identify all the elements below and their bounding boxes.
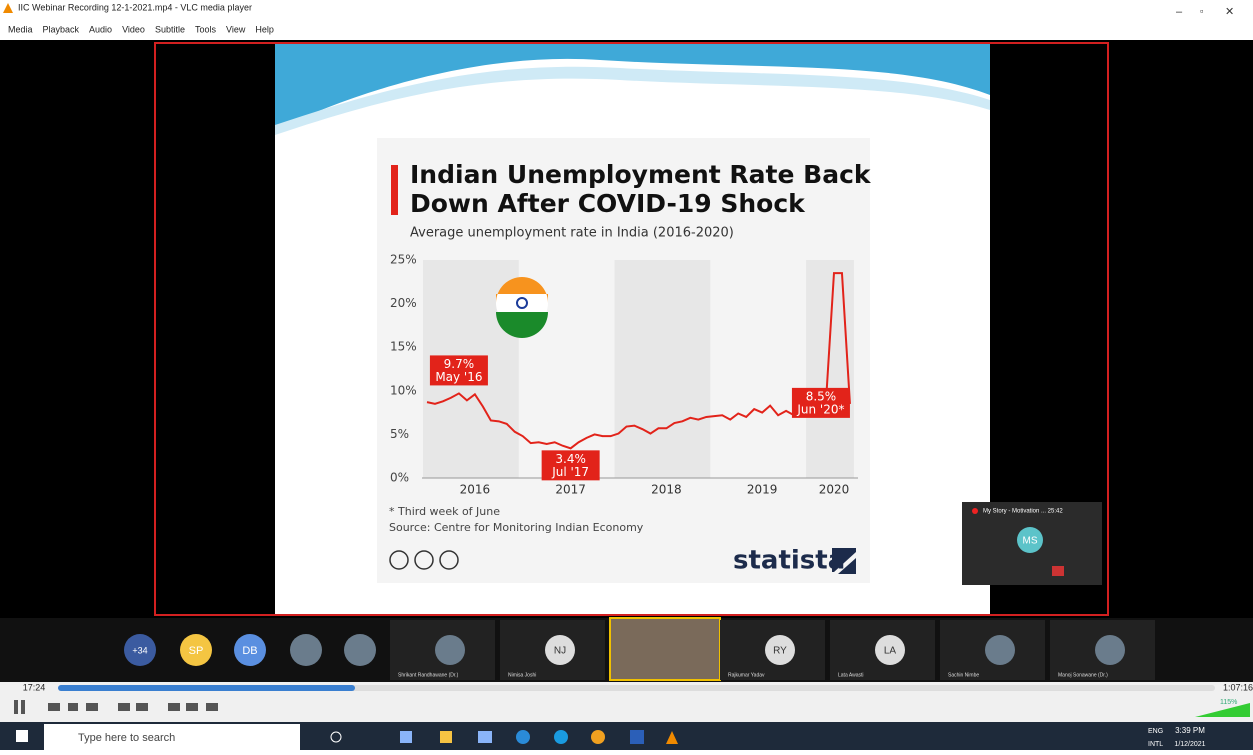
value-label: 8.5%: [806, 389, 837, 403]
svg-text:▫: ▫: [1200, 7, 1204, 18]
initials: NJ: [554, 646, 566, 657]
x-tick-label: 2020: [819, 483, 850, 497]
participant-name: Lata Awasti: [838, 672, 863, 678]
value-label: 9.7%: [444, 357, 475, 371]
initials: RY: [773, 646, 787, 657]
callout: [541, 450, 600, 481]
brand: statista: [733, 546, 845, 576]
avatar: [765, 635, 795, 665]
svg-text:✕: ✕: [1225, 6, 1234, 18]
avatar-photo: [1095, 635, 1125, 665]
mini-window-title: My Story - Motivation ... 25:42: [983, 509, 1063, 515]
lang: ENG: [1148, 728, 1163, 735]
y-tick-label: 20%: [390, 296, 417, 310]
avatar: [124, 634, 156, 666]
participant-name: Nimisa Joshi: [508, 672, 536, 678]
window-title: IIC Webinar Recording 12-1-2021.mp4 - VL…: [18, 2, 252, 12]
menu-item[interactable]: Help: [255, 24, 274, 34]
y-tick-label: 5%: [390, 427, 409, 441]
chart-title: Down After COVID-19 Shock: [410, 189, 806, 218]
callout: [791, 387, 850, 418]
y-tick-label: 10%: [390, 383, 417, 397]
menu-item[interactable]: Subtitle: [155, 24, 185, 34]
menu-item[interactable]: Playback: [43, 24, 80, 34]
participant-name: Rajkumar Yadav: [728, 672, 765, 678]
participant-name: Manoj Sonawane (Dr.): [1058, 672, 1108, 678]
year-band: [614, 260, 711, 478]
avatar: [234, 634, 266, 666]
menu-item[interactable]: Video: [122, 24, 145, 34]
avatar-photo: [344, 634, 376, 666]
y-tick-label: 15%: [390, 340, 417, 354]
avatar: [180, 634, 212, 666]
line: [426, 272, 851, 450]
y-tick-label: 0%: [390, 471, 409, 485]
date: 1/12/2021: [1174, 741, 1205, 748]
elapsed-time: 17:24: [23, 682, 46, 692]
date-label: May '16: [435, 370, 482, 384]
avatar: [545, 635, 575, 665]
initials: SP: [189, 645, 204, 657]
y-tick-label: 25%: [390, 253, 417, 267]
value-label: 3.4%: [555, 452, 586, 466]
clock: 3:39 PM: [1175, 726, 1205, 735]
x-tick-label: 2018: [651, 483, 682, 497]
callout: [429, 355, 488, 386]
x-tick-label: 2016: [460, 483, 491, 497]
year-band: [806, 260, 854, 478]
svg-text:–: –: [1176, 6, 1183, 18]
footnote: * Third week of June: [389, 505, 500, 518]
menu-item[interactable]: Tools: [195, 24, 217, 34]
volume: 115%: [1220, 699, 1237, 706]
controls[interactable]: [14, 700, 218, 714]
search-box[interactable]: Type here to search: [78, 732, 175, 744]
source: Source: Centre for Monitoring Indian Eco…: [389, 521, 644, 534]
chart-subtitle: Average unemployment rate in India (2016…: [410, 226, 734, 241]
initials: DB: [242, 645, 257, 657]
x-tick-label: 2017: [555, 483, 586, 497]
avatar: [875, 635, 905, 665]
menu-item[interactable]: View: [226, 24, 246, 34]
menu-item[interactable]: Audio: [89, 24, 112, 34]
participant-name: Sachin Nimbe: [948, 672, 979, 678]
avatar-photo: [290, 634, 322, 666]
duration: 1:07:16: [1223, 682, 1253, 692]
avatar-photo: [985, 635, 1015, 665]
avatar-photo: [435, 635, 465, 665]
date-label: Jun '20*: [796, 402, 844, 416]
initials: MS: [1023, 536, 1038, 547]
x-tick-label: 2019: [747, 483, 778, 497]
chart-title: Indian Unemployment Rate Back: [410, 160, 872, 189]
menu-item[interactable]: Media: [8, 24, 33, 34]
date-label: Jul '17: [551, 465, 589, 479]
initials: LA: [884, 646, 897, 657]
participant-name: Shrikant Randhawane (Dr.): [398, 672, 459, 678]
more-count: +34: [132, 645, 147, 655]
layout: INTL: [1148, 741, 1163, 748]
speaker-video: [609, 617, 721, 681]
